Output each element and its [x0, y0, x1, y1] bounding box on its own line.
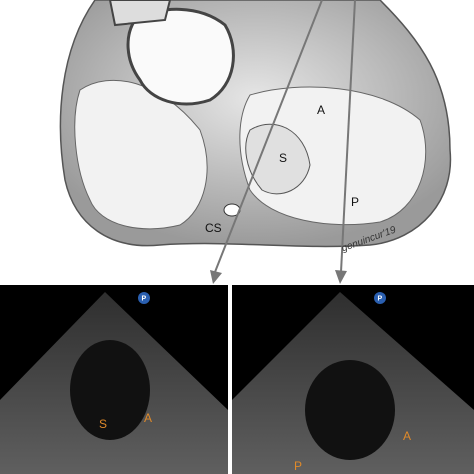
- label: P: [351, 195, 359, 209]
- label: S: [99, 417, 107, 431]
- arrow-right: [340, 0, 356, 273]
- probe-icon: [374, 292, 386, 304]
- heart-illustration: A S P CS genuincur'19: [59, 0, 452, 284]
- label: CS: [205, 221, 222, 235]
- cavity: [305, 360, 395, 460]
- pulmonary-valve: [108, 0, 172, 27]
- arrow-head: [210, 270, 222, 284]
- icon-label: P: [378, 296, 383, 303]
- aortic-valve: [126, 7, 235, 106]
- label: S: [279, 151, 287, 165]
- echo-right: P A P: [232, 285, 474, 474]
- cavity: [70, 340, 150, 440]
- echo-left: P S A: [0, 285, 228, 474]
- label: A: [403, 429, 411, 443]
- label: P: [294, 459, 302, 473]
- probe-icon: [138, 292, 150, 304]
- arrow-head: [335, 270, 347, 284]
- label: A: [317, 103, 325, 117]
- arrow-left: [214, 0, 323, 273]
- icon-label: P: [142, 296, 147, 303]
- label: A: [144, 411, 152, 425]
- septal-leaflet: [245, 123, 311, 195]
